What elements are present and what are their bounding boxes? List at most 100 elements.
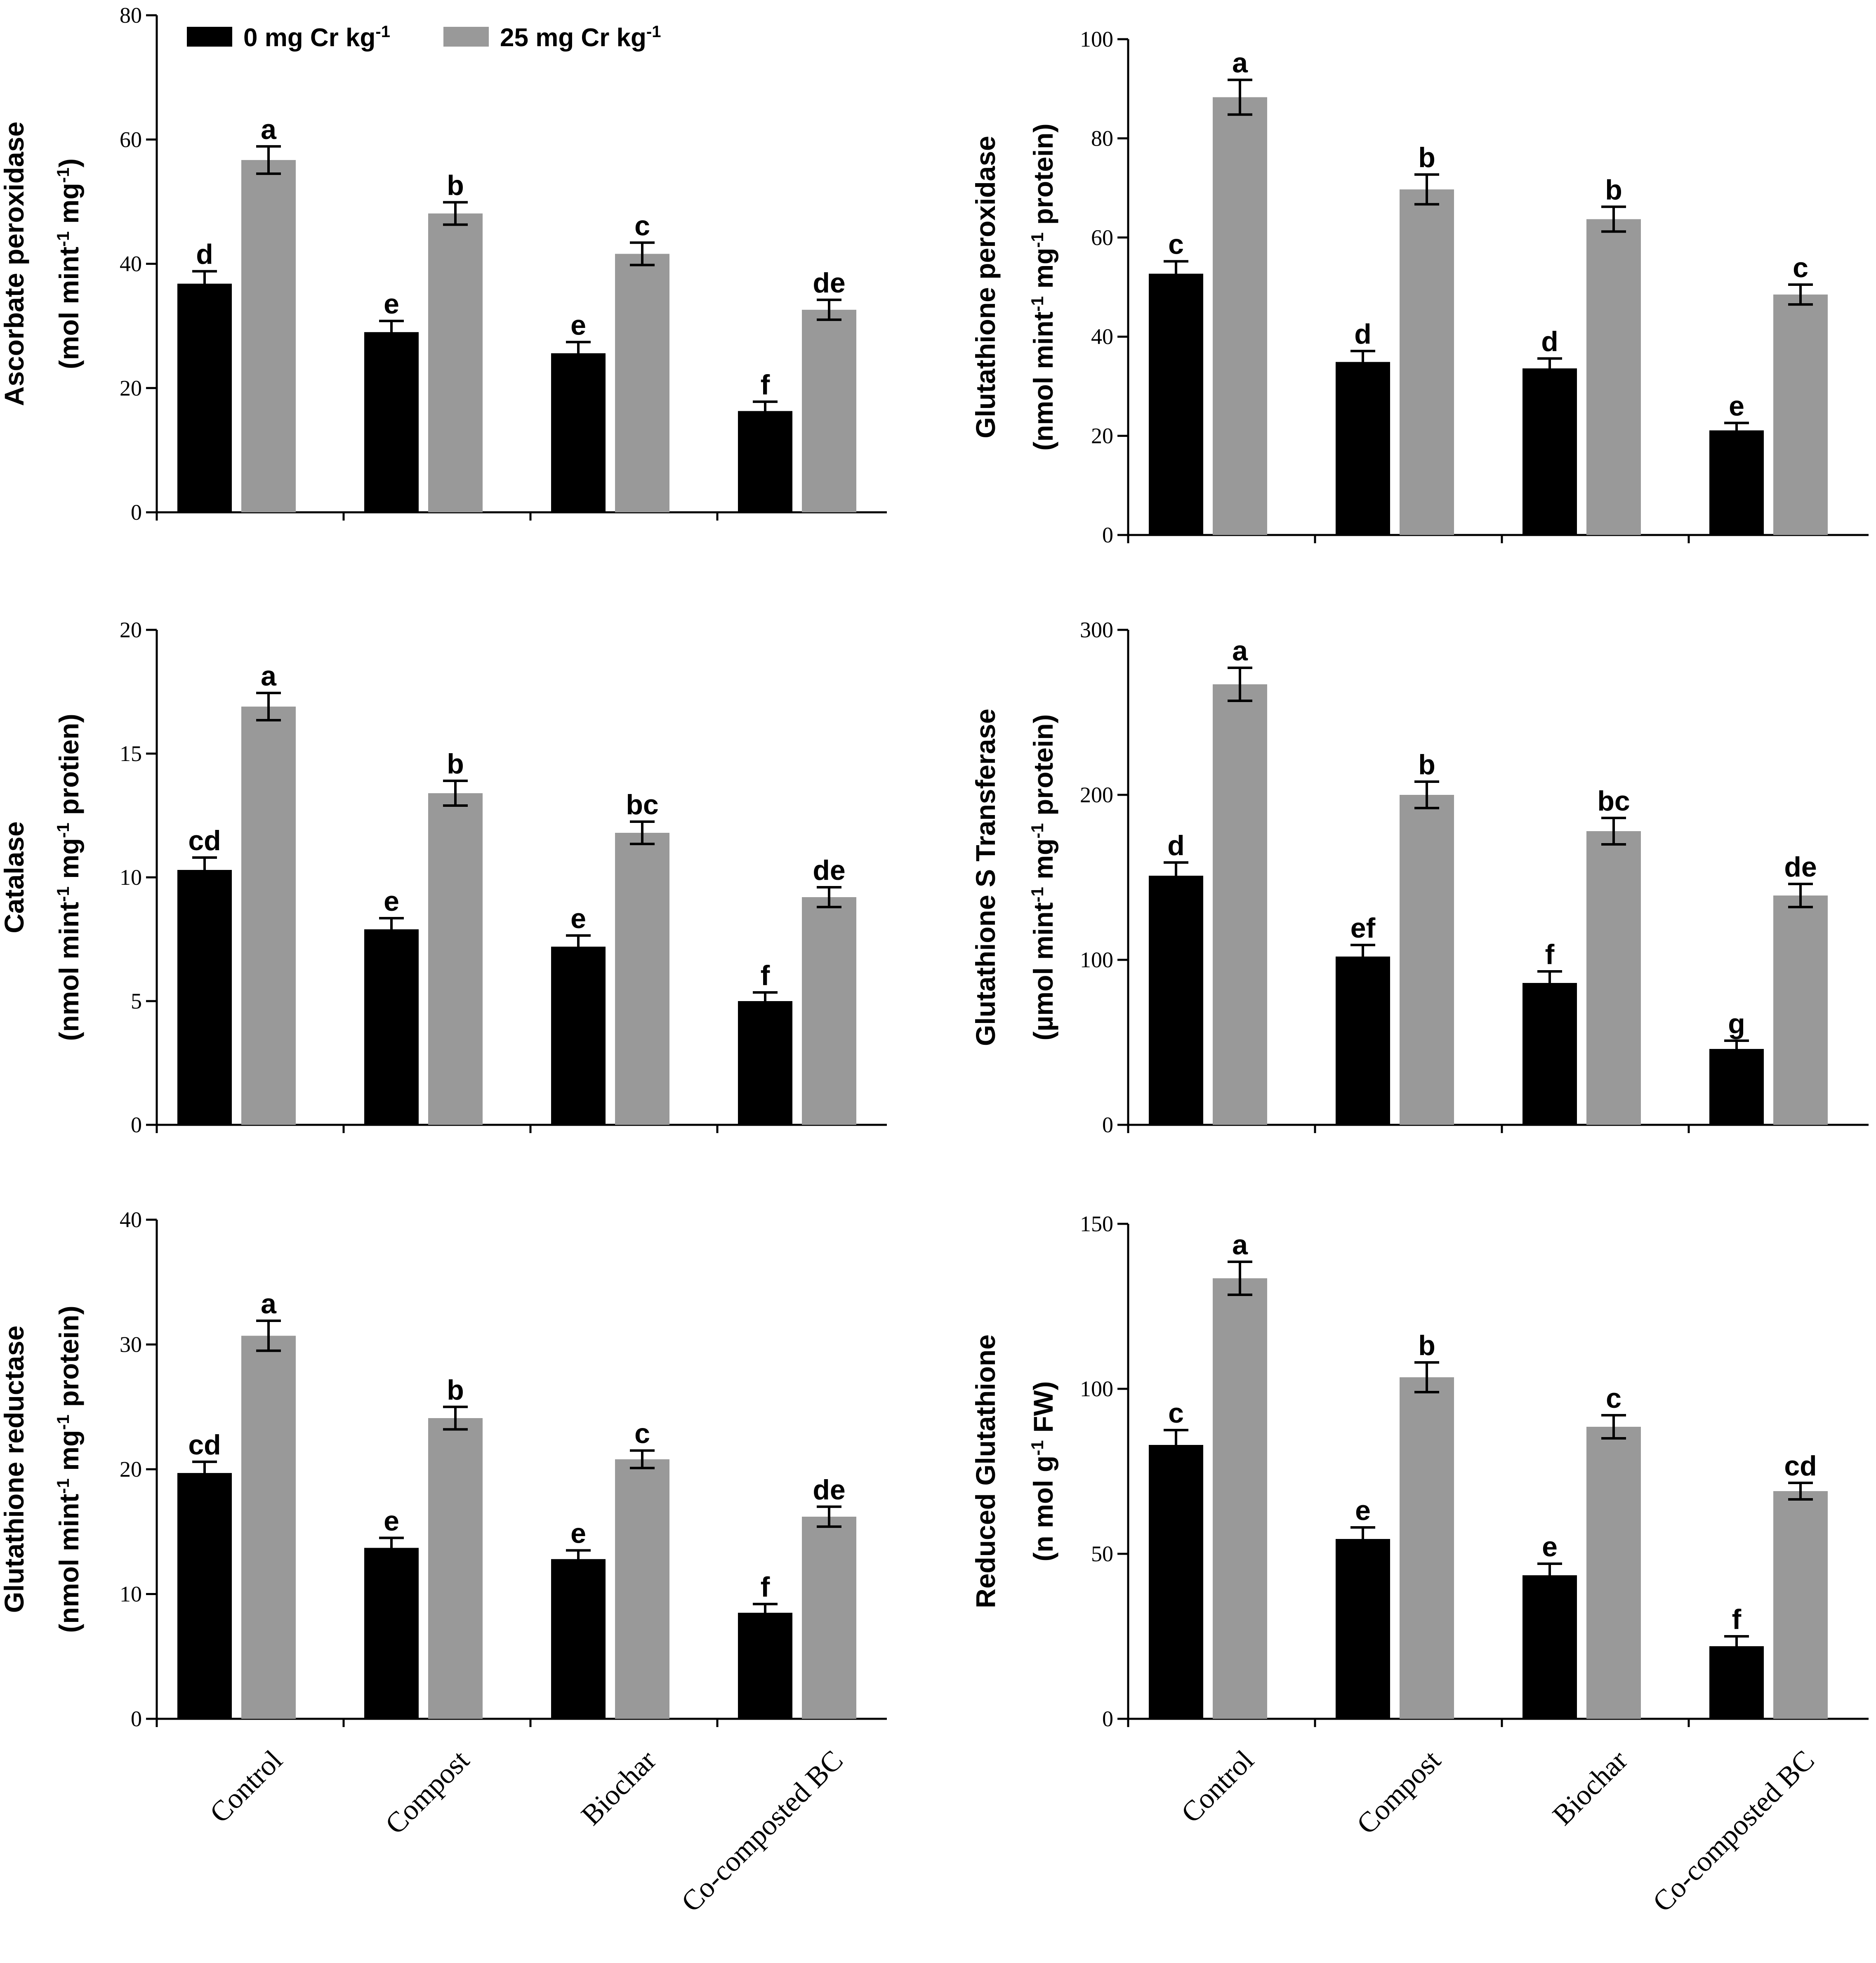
- significance-letter: a: [261, 1288, 277, 1320]
- bar-co-composted-bc-0mg: [738, 1001, 792, 1125]
- significance-letter: f: [761, 960, 770, 991]
- bar-biochar-25mg: [615, 1459, 669, 1719]
- bar-compost-0mg: [364, 1548, 419, 1719]
- significance-letter: f: [761, 1572, 770, 1603]
- significance-letter: e: [1355, 1495, 1371, 1526]
- significance-letter: de: [813, 1474, 845, 1506]
- significance-letter: ef: [1350, 912, 1376, 944]
- bar-compost-0mg: [1336, 1539, 1390, 1719]
- significance-letter: b: [1418, 1330, 1435, 1361]
- panel-ascorbate-peroxidase: 0 20 40 60 80 Ascorbate peroxidase (mol mint-1…: [0, 3, 887, 525]
- significance-letter: c: [1606, 1383, 1621, 1414]
- y-axis-label-line1: Reduced Glutathione: [970, 1334, 1001, 1608]
- legend-swatch-0mg: [187, 27, 232, 47]
- significance-letter: cd: [1784, 1450, 1817, 1482]
- panel-reduced-glutathione: 0 50 100 150 Reduced Glutathione (n mol g-1 F…: [970, 1211, 1869, 1918]
- panel-glutathione-s-transferase: 0 100 200 300 Glutathione S Transferase (µmol…: [970, 617, 1869, 1137]
- significance-letter: e: [570, 1518, 586, 1549]
- bar-control-0mg: [177, 283, 232, 512]
- panel-glutathione-peroxidase: 0 20 40 60 80 100 Glutathione peroxidase (nmol …: [970, 27, 1869, 547]
- significance-letter: a: [1232, 1229, 1248, 1261]
- y-tick-label: 200: [1080, 782, 1113, 807]
- bar-biochar-25mg: [1586, 831, 1641, 1125]
- y-tick-label: 100: [1080, 1376, 1113, 1401]
- significance-letter: cd: [188, 825, 221, 856]
- significance-letter: bc: [626, 789, 658, 820]
- y-tick-label: 20: [1091, 424, 1113, 448]
- bar-co-composted-bc-0mg: [1709, 1049, 1764, 1125]
- significance-letter: d: [1541, 326, 1558, 357]
- significance-letter: f: [1732, 1604, 1742, 1635]
- x-category-label-control: Control: [1175, 1744, 1260, 1829]
- significance-letter: c: [1168, 1397, 1184, 1429]
- y-tick-label: 20: [120, 1457, 142, 1482]
- bar-biochar-25mg: [1586, 1427, 1641, 1719]
- bar-co-composted-bc-25mg: [802, 1516, 856, 1719]
- bar-biochar-0mg: [1522, 368, 1577, 535]
- bar-co-composted-bc-25mg: [1773, 895, 1828, 1125]
- bar-co-composted-bc-0mg: [738, 411, 792, 512]
- bar-co-composted-bc-0mg: [1709, 1646, 1764, 1719]
- legend-swatch-25mg: [443, 27, 489, 47]
- y-tick-label: 300: [1080, 617, 1113, 642]
- y-axis-label-line2: (nmol mint-1 mg-1 protein): [1028, 123, 1059, 450]
- legend-label-0mg: 0 mg Cr kg-1: [243, 23, 390, 52]
- y-tick-label: 20: [120, 617, 142, 642]
- bar-co-composted-bc-25mg: [802, 309, 856, 512]
- y-axis-label-line2: (nmol mint-1 mg-1 protien): [53, 714, 85, 1041]
- y-axis-label-line2: (n mol g-1 FW): [1028, 1381, 1059, 1562]
- bar-biochar-25mg: [1586, 219, 1641, 535]
- significance-letter: cd: [188, 1429, 221, 1461]
- y-tick-label: 40: [120, 252, 142, 276]
- bar-control-25mg: [241, 707, 296, 1125]
- bar-control-25mg: [1213, 97, 1267, 535]
- y-axis-label-line1: Catalase: [0, 821, 29, 933]
- y-axis-label-line1: Glutathione peroxidase: [970, 136, 1001, 438]
- bar-co-composted-bc-0mg: [738, 1612, 792, 1719]
- significance-letter: b: [1418, 749, 1435, 780]
- significance-letter: f: [1545, 939, 1555, 970]
- bar-compost-0mg: [1336, 362, 1390, 535]
- x-category-label-biochar: Biochar: [575, 1744, 662, 1831]
- significance-letter: d: [196, 239, 213, 270]
- significance-letter: e: [1542, 1531, 1558, 1562]
- y-axis-label-line1: Glutathione reductase: [0, 1326, 29, 1613]
- bar-compost-25mg: [428, 213, 483, 512]
- bar-biochar-25mg: [615, 254, 669, 512]
- bar-control-0mg: [1149, 273, 1203, 535]
- x-category-label-control: Control: [204, 1744, 289, 1829]
- significance-letter: e: [570, 309, 586, 341]
- y-tick-label: 15: [120, 741, 142, 766]
- y-tick-label: 0: [1102, 1112, 1113, 1137]
- significance-letter: d: [1167, 830, 1185, 861]
- y-tick-label: 100: [1080, 27, 1113, 52]
- bar-co-composted-bc-25mg: [1773, 295, 1828, 535]
- significance-letter: c: [634, 210, 650, 241]
- legend: 0 mg Cr kg-1 25 mg Cr kg-1: [187, 23, 661, 52]
- significance-letter: a: [1232, 635, 1248, 667]
- y-tick-label: 5: [131, 989, 142, 1013]
- x-category-label-co-composted-bc: Co-composted BC: [675, 1744, 849, 1918]
- significance-letter: c: [1168, 229, 1184, 260]
- bar-compost-0mg: [1336, 957, 1390, 1125]
- bar-compost-25mg: [1400, 189, 1454, 535]
- y-tick-label: 0: [1102, 1706, 1113, 1731]
- y-tick-label: 0: [131, 1112, 142, 1137]
- y-tick-label: 100: [1080, 947, 1113, 972]
- significance-letter: e: [384, 886, 399, 917]
- significance-letter: e: [384, 288, 399, 320]
- significance-letter: f: [761, 369, 770, 401]
- bar-control-25mg: [241, 160, 296, 512]
- significance-letter: e: [1729, 390, 1744, 422]
- y-tick-label: 0: [1102, 523, 1113, 547]
- y-tick-label: 30: [120, 1332, 142, 1357]
- bar-biochar-25mg: [615, 833, 669, 1125]
- significance-letter: g: [1728, 1008, 1745, 1039]
- significance-letter: e: [384, 1505, 399, 1536]
- bar-compost-25mg: [428, 1418, 483, 1719]
- y-tick-label: 0: [131, 500, 142, 525]
- y-axis-label-line2: (µmol mint-1 mg-1 protein): [1028, 714, 1059, 1040]
- significance-letter: b: [1418, 142, 1435, 173]
- bar-biochar-0mg: [551, 1559, 606, 1719]
- y-axis-label-line2: (nmol mint-1 mg-1 protein): [53, 1306, 85, 1633]
